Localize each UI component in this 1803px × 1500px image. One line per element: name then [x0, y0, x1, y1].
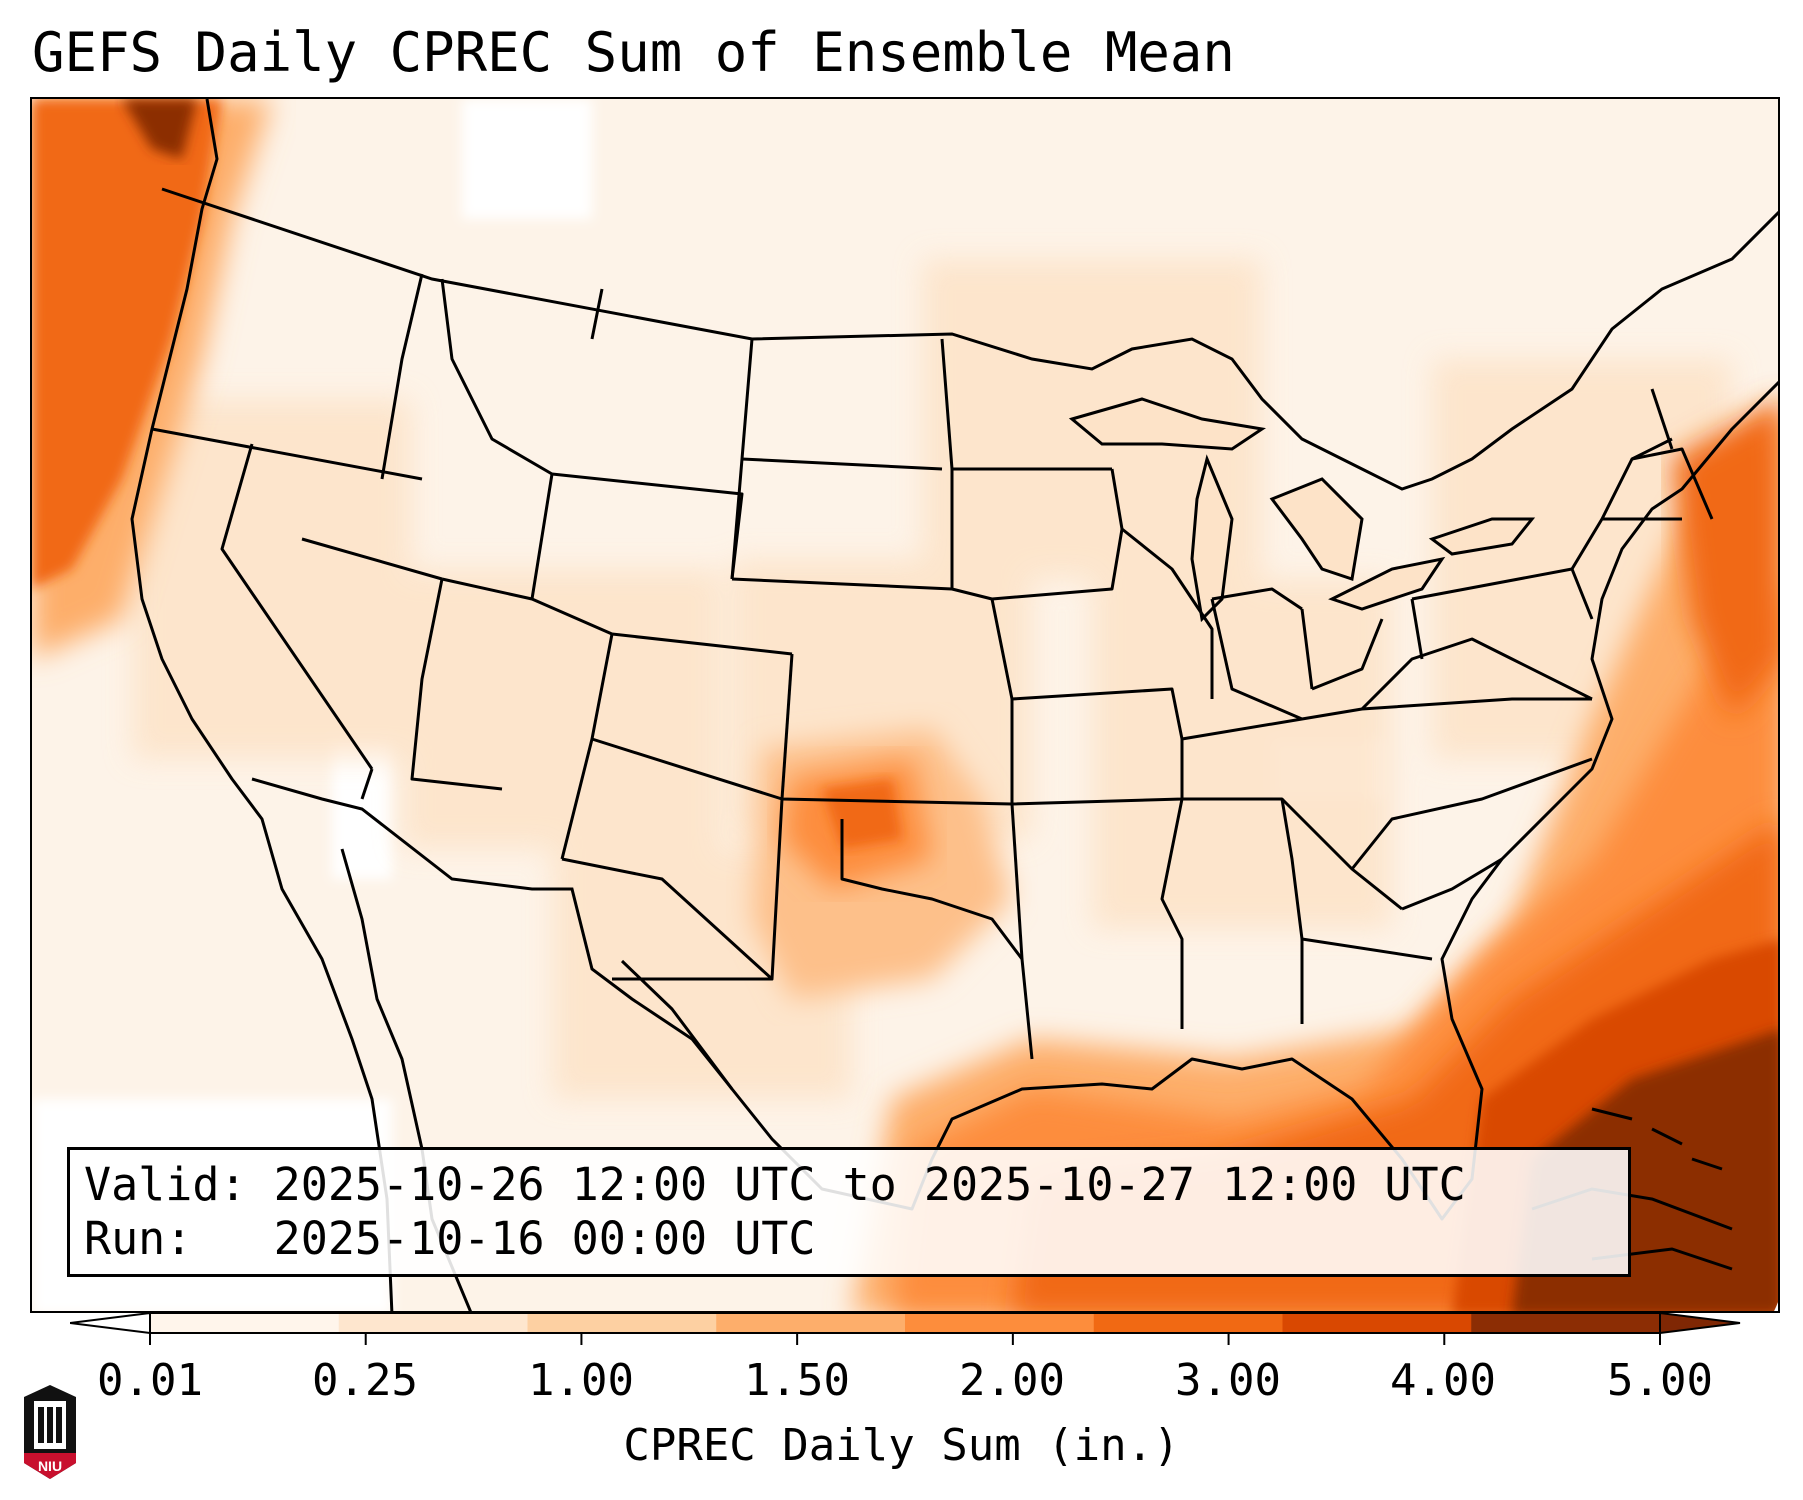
colorbar-segment — [716, 1313, 906, 1333]
colorbar-tick-1: 0.25 — [312, 1355, 418, 1406]
colorbar-segment — [338, 1313, 528, 1333]
colorbar-tick-4: 2.00 — [959, 1355, 1065, 1406]
colorbar-segment — [1282, 1313, 1472, 1333]
colorbar-tick-7: 5.00 — [1607, 1355, 1713, 1406]
map-title: GEFS Daily CPREC Sum of Ensemble Mean — [32, 21, 1235, 84]
colorbar-segment — [1093, 1313, 1283, 1333]
pacific-precip — [32, 99, 272, 659]
colorbar-over-triangle — [1659, 1313, 1741, 1335]
run-time-text: Run: 2025-10-16 00:00 UTC — [84, 1212, 816, 1265]
map-canvas — [32, 99, 1778, 1311]
precipitation-map — [30, 97, 1780, 1313]
colorbar-tick-3: 1.50 — [744, 1355, 850, 1406]
colorbar-segments — [150, 1313, 1661, 1333]
valid-run-infobox: Valid: 2025-10-26 12:00 UTC to 2025-10-2… — [67, 1147, 1631, 1277]
colorbar-segment — [527, 1313, 717, 1333]
colorbar-ticks — [149, 1333, 1661, 1345]
logo-text: NIU — [38, 1458, 62, 1474]
colorbar-segment — [150, 1313, 340, 1333]
colorbar-label: CPREC Daily Sum (in.) — [623, 1420, 1180, 1471]
great-lakes — [1068, 397, 1536, 623]
colorbar-under-triangle — [70, 1313, 151, 1335]
colorbar-tick-6: 4.00 — [1390, 1355, 1496, 1406]
mexico-border — [251, 777, 734, 1090]
state-borders — [151, 273, 1714, 1060]
colorbar — [70, 1313, 1741, 1345]
canada-border — [161, 187, 1778, 491]
colorbar-segment — [1471, 1313, 1661, 1333]
colorbar-tick-5: 3.00 — [1175, 1355, 1281, 1406]
niu-logo: NIU — [24, 1385, 76, 1479]
colorbar-tick-0: 0.01 — [97, 1355, 203, 1406]
southern-plains-precip — [752, 729, 1012, 999]
colorbar-tick-2: 1.00 — [528, 1355, 634, 1406]
projection-corner — [1774, 1302, 1778, 1311]
valid-time-text: Valid: 2025-10-26 12:00 UTC to 2025-10-2… — [84, 1158, 1466, 1211]
colorbar-frame — [149, 1313, 1661, 1334]
colorbar-segment — [905, 1313, 1095, 1333]
